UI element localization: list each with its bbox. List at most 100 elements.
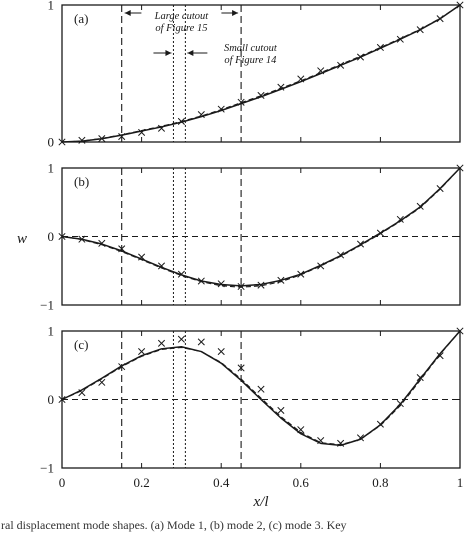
data-marker bbox=[337, 439, 345, 447]
data-marker bbox=[138, 347, 146, 356]
data-marker bbox=[58, 232, 66, 241]
data-marker bbox=[317, 67, 325, 75]
dashed-series-line bbox=[61, 330, 461, 446]
data-marker bbox=[456, 327, 464, 335]
data-marker bbox=[416, 374, 424, 382]
data-marker bbox=[78, 136, 86, 144]
data-marker bbox=[197, 338, 205, 346]
data-marker bbox=[416, 26, 424, 34]
panel-c: 1 0 −1 (c) bbox=[40, 324, 464, 476]
data-marker bbox=[356, 434, 365, 442]
data-marker bbox=[197, 111, 205, 119]
data-marker bbox=[237, 98, 245, 106]
data-marker bbox=[177, 117, 185, 126]
data-marker bbox=[337, 61, 345, 69]
data-marker bbox=[217, 280, 225, 288]
data-marker bbox=[356, 240, 365, 248]
data-marker bbox=[217, 105, 225, 113]
data-marker bbox=[277, 406, 285, 415]
data-marker bbox=[436, 184, 444, 193]
data-marker bbox=[297, 426, 305, 434]
large-cutout-arrowhead bbox=[232, 10, 239, 16]
y-axis-title: w bbox=[17, 231, 27, 247]
data-marker bbox=[277, 276, 285, 284]
small-cutout-label: of Figure 14 bbox=[224, 55, 277, 66]
y-tick-label: −1 bbox=[40, 461, 54, 476]
x-tick-label: 0.8 bbox=[372, 475, 388, 490]
x-axis-title: x/l bbox=[253, 494, 269, 510]
dashed-series-line bbox=[61, 167, 461, 288]
panel-a: 0 1 (a) bbox=[48, 0, 464, 150]
data-marker bbox=[118, 132, 126, 141]
large-cutout-arrowhead bbox=[124, 10, 131, 16]
data-marker bbox=[157, 339, 166, 347]
data-marker bbox=[396, 35, 404, 43]
figure-caption: ral displacement mode shapes. (a) Mode 1… bbox=[1, 518, 347, 532]
data-marker bbox=[456, 164, 464, 172]
data-marker bbox=[277, 83, 285, 91]
panel-label: (a) bbox=[74, 11, 88, 26]
y-tick-label: 1 bbox=[48, 324, 55, 339]
x-tick-label: 0.4 bbox=[213, 475, 230, 490]
data-marker bbox=[317, 437, 325, 445]
dashed-series-line bbox=[61, 4, 461, 143]
data-marker bbox=[138, 253, 146, 261]
panel-label: (b) bbox=[74, 174, 89, 189]
y-tick-label: 1 bbox=[48, 161, 55, 176]
data-marker bbox=[58, 138, 66, 146]
y-tick-label: 0 bbox=[48, 392, 55, 407]
data-marker bbox=[317, 262, 325, 270]
panel-frame bbox=[61, 4, 461, 143]
data-marker bbox=[78, 389, 86, 397]
data-marker bbox=[118, 363, 126, 371]
data-marker bbox=[396, 400, 404, 408]
data-marker bbox=[376, 229, 384, 237]
data-marker bbox=[436, 352, 444, 360]
data-marker bbox=[197, 277, 205, 285]
data-marker bbox=[416, 202, 424, 210]
panels: 0 1 (a) 1 0 −1 (b) 1 0 −1 (c) 0 0.2 0.4 0.6 0.8 1 Large c… bbox=[40, 0, 464, 490]
panel-b: 1 0 −1 (b) bbox=[40, 161, 464, 313]
data-marker bbox=[297, 75, 305, 83]
data-marker bbox=[436, 15, 444, 23]
data-marker bbox=[376, 43, 384, 52]
large-cutout-label: Large cutout bbox=[154, 11, 210, 22]
data-marker bbox=[237, 282, 245, 291]
data-marker bbox=[138, 128, 146, 136]
data-marker bbox=[376, 420, 384, 428]
y-tick-label: 0 bbox=[48, 229, 55, 244]
x-tick-label: 0.6 bbox=[293, 475, 310, 490]
data-marker bbox=[217, 347, 225, 356]
data-marker bbox=[297, 270, 305, 278]
x-tick-label: 0 bbox=[59, 475, 66, 490]
data-marker bbox=[98, 135, 106, 143]
data-marker bbox=[157, 262, 166, 270]
panel-label: (c) bbox=[74, 337, 88, 352]
data-marker bbox=[78, 235, 86, 243]
solid-series-line bbox=[61, 330, 461, 447]
y-tick-label: 0 bbox=[48, 135, 55, 150]
y-tick-label: −1 bbox=[40, 298, 54, 313]
data-marker bbox=[177, 335, 185, 343]
data-marker bbox=[257, 385, 265, 393]
large-cutout-label: of Figure 15 bbox=[155, 23, 207, 34]
data-marker bbox=[98, 239, 106, 247]
y-tick-label: 1 bbox=[48, 0, 55, 13]
data-marker bbox=[356, 53, 365, 61]
data-marker bbox=[98, 378, 106, 386]
data-marker bbox=[456, 1, 464, 9]
data-marker bbox=[177, 270, 185, 278]
data-marker bbox=[396, 215, 404, 223]
data-marker bbox=[118, 245, 126, 253]
x-tick-label: 0.2 bbox=[133, 475, 149, 490]
data-marker bbox=[58, 395, 66, 404]
small-cutout-label: Small cutout bbox=[224, 43, 278, 54]
small-cutout-arrowhead bbox=[165, 50, 172, 56]
data-marker bbox=[237, 364, 245, 372]
data-marker bbox=[157, 124, 166, 132]
x-tick-label: 1 bbox=[457, 475, 464, 490]
data-marker bbox=[257, 91, 265, 99]
data-marker bbox=[257, 281, 265, 289]
small-cutout-arrowhead bbox=[187, 50, 194, 56]
